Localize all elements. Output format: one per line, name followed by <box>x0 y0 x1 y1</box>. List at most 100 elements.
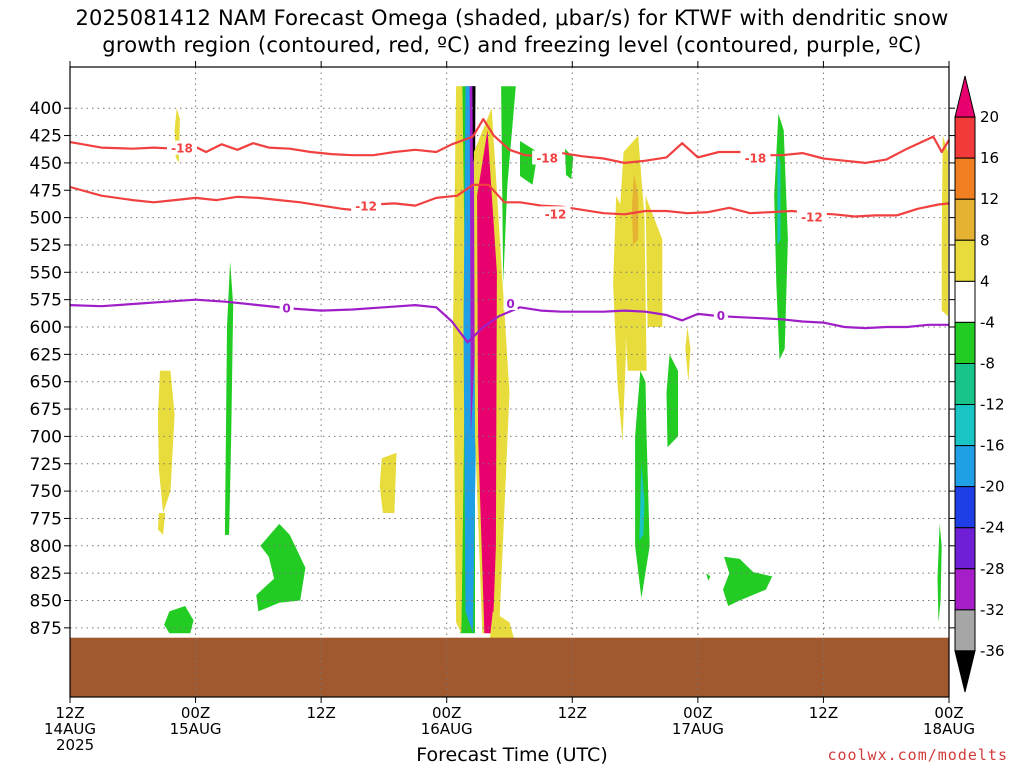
omega-shade-29 <box>941 135 948 317</box>
y-tick-label-825: 825 <box>30 564 62 584</box>
contour-line--18 <box>69 118 950 164</box>
colorbar-bin-8 <box>954 404 976 447</box>
omega-shade-25 <box>723 556 773 606</box>
colorbar-bin-11 <box>954 527 976 570</box>
omega-shade-19 <box>613 195 627 442</box>
x-tick-label-24-0: 12Z <box>306 704 335 722</box>
contour-label-bg--18-2 <box>740 150 771 165</box>
colorbar-label-12: -32 <box>980 601 1005 619</box>
colorbar-bin-7 <box>954 362 976 406</box>
y-tick-label-500: 500 <box>30 209 62 229</box>
x-tick-label-0-0: 12Z <box>55 704 84 722</box>
omega-shade-2 <box>453 86 466 634</box>
contour-label--18-0: -18 <box>171 142 193 156</box>
colorbar-bin-3 <box>954 198 976 241</box>
omega-shade-23 <box>639 463 645 541</box>
grid-lines <box>69 67 950 697</box>
y-tick-label-700: 700 <box>30 427 62 447</box>
colorbar-bin-2 <box>954 157 976 200</box>
y-tick-label-600: 600 <box>30 318 62 338</box>
contour-label-bg--12-1 <box>540 206 571 221</box>
omega-shade-26 <box>706 573 711 581</box>
colorbar-bin-6 <box>954 321 976 364</box>
contour-labels: -18 -18 -18 -12 -12 -12 0 0 0 <box>166 140 827 323</box>
omega-shade-32 <box>565 148 574 180</box>
omega-shade-28 <box>777 152 781 245</box>
contour-label--12-1: -12 <box>545 207 567 221</box>
y-tick-label-525: 525 <box>30 236 62 256</box>
colorbar-label-2: 12 <box>980 190 999 208</box>
contour-label--18-2: -18 <box>745 152 767 166</box>
y-tick-label-750: 750 <box>30 482 62 502</box>
contour-label--12-2: -12 <box>801 211 823 225</box>
contour-label-bg--18-0 <box>166 140 197 155</box>
contour-label-0-2: 0 <box>717 309 725 323</box>
y-tick-label-875: 875 <box>30 619 62 639</box>
contour-label-0-1: 0 <box>506 297 514 311</box>
x-tick-label-36-0: 00Z <box>432 704 461 722</box>
colorbar-bin-4 <box>954 239 976 282</box>
omega-shade-15 <box>379 452 397 513</box>
x-tick-label-12-0: 00Z <box>181 704 210 722</box>
omega-shade-8 <box>489 611 515 641</box>
colorbar-label-6: -8 <box>980 354 995 372</box>
colorbar-label-1: 16 <box>980 149 999 167</box>
omega-shade-20 <box>645 195 663 327</box>
colorbar-bin-12 <box>954 568 976 611</box>
colorbar-bin-13 <box>954 609 976 652</box>
colorbar-bin-14 <box>954 650 976 693</box>
contour-label--12-0: -12 <box>355 200 377 214</box>
x-axis-label: Forecast Time (UTC) <box>416 744 608 766</box>
plot-background <box>70 67 949 697</box>
x-tick-label-72-0: 12Z <box>809 704 838 722</box>
x-tick-label-0-2: 2025 <box>56 736 94 754</box>
y-tick-label-725: 725 <box>30 455 62 475</box>
x-tick-label-84-1: 18AUG <box>923 720 975 738</box>
omega-shade-18 <box>631 173 639 245</box>
y-tick-label-850: 850 <box>30 592 62 612</box>
contour-line-0 <box>69 298 949 344</box>
omega-shade-7 <box>477 130 497 634</box>
x-tick-label-0-1: 14AUG <box>44 720 96 738</box>
omega-shade-11 <box>157 513 166 535</box>
y-axis: 400 425 450 475 500 525 550 575 600 625 650 675 700 7… <box>30 99 955 639</box>
x-tick-label-36-1: 16AUG <box>421 720 473 738</box>
terrain-fill <box>70 637 949 697</box>
contour-label-bg-0-2 <box>713 308 728 323</box>
omega-colorbar: 20 16 12 8 4 -4 -8 -12 -16 -20 -24 -28 -32 -36 <box>954 75 1005 693</box>
y-tick-label-575: 575 <box>30 291 62 311</box>
omega-shade-10 <box>157 370 175 513</box>
chart-title-line-2: growth region (contoured, red, ºC) and f… <box>102 33 922 57</box>
x-tick-label-60-0: 00Z <box>683 704 712 722</box>
y-tick-label-550: 550 <box>30 263 62 283</box>
x-tick-label-48-0: 12Z <box>558 704 587 722</box>
colorbar-bin-1 <box>954 116 976 159</box>
x-tick-label-84-0: 00Z <box>934 704 963 722</box>
contour-label-bg-0-0 <box>279 300 294 315</box>
y-tick-label-625: 625 <box>30 345 62 365</box>
terrain-layer <box>70 637 949 697</box>
colorbar-label-7: -12 <box>980 396 1005 414</box>
y-tick-label-650: 650 <box>30 373 62 393</box>
x-tick-label-60-1: 17AUG <box>672 720 724 738</box>
colorbar-label-9: -20 <box>980 478 1005 496</box>
omega-shade-21 <box>685 327 691 382</box>
colorbar-label-5: -4 <box>980 313 995 331</box>
y-tick-label-450: 450 <box>30 154 62 174</box>
y-tick-label-400: 400 <box>30 99 62 119</box>
y-tick-label-675: 675 <box>30 400 62 420</box>
colorbar-bin-9 <box>954 445 976 488</box>
source-credit: coolwx.com/modelts <box>827 746 1008 764</box>
contour-label-bg-0-1 <box>503 296 518 311</box>
colorbar-label-11: -28 <box>980 560 1005 578</box>
y-tick-label-475: 475 <box>30 181 62 201</box>
colorbar-label-3: 8 <box>980 231 990 249</box>
colorbar-label-4: 4 <box>980 272 990 290</box>
x-tick-label-12-1: 15AUG <box>170 720 222 738</box>
colorbar-label-0: 20 <box>980 108 999 126</box>
contour-label-bg--18-1 <box>532 150 563 165</box>
omega-shade-24 <box>666 354 678 448</box>
colorbar-label-13: -36 <box>980 642 1005 660</box>
colorbar-label-10: -24 <box>980 519 1005 537</box>
